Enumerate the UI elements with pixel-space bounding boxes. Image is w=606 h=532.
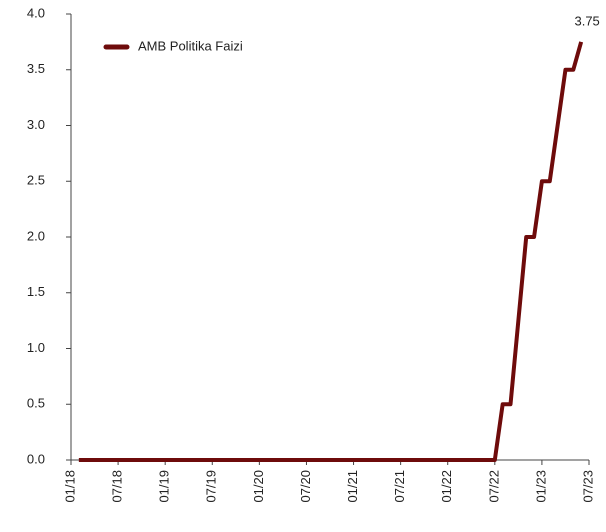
- x-tick-label: 07/22: [486, 470, 501, 503]
- annotation: 3.75: [574, 13, 599, 28]
- x-tick-label: 01/18: [62, 470, 77, 503]
- y-tick-label: 0.0: [27, 451, 45, 466]
- x-tick-label: 07/19: [204, 470, 219, 503]
- x-tick-label: 01/19: [157, 470, 172, 503]
- y-tick-label: 4.0: [27, 5, 45, 20]
- y-tick-label: 3.5: [27, 61, 45, 76]
- x-tick-label: 01/22: [439, 470, 454, 503]
- y-tick-label: 2.0: [27, 228, 45, 243]
- y-tick-label: 0.5: [27, 396, 45, 411]
- y-tick-label: 1.0: [27, 340, 45, 355]
- legend-label: AMB Politika Faizi: [138, 38, 243, 53]
- y-tick-label: 2.5: [27, 173, 45, 188]
- y-tick-label: 3.0: [27, 117, 45, 132]
- x-tick-label: 01/21: [345, 470, 360, 503]
- x-tick-label: 01/23: [533, 470, 548, 503]
- line: [78, 41, 584, 462]
- x-tick-label: 07/23: [580, 470, 595, 503]
- y-tick-label: 1.5: [27, 284, 45, 299]
- x-tick-label: 01/20: [251, 470, 266, 503]
- x-tick-label: 07/18: [110, 470, 125, 503]
- x-tick-label: 07/20: [298, 470, 313, 503]
- x-tick-label: 07/21: [392, 470, 407, 503]
